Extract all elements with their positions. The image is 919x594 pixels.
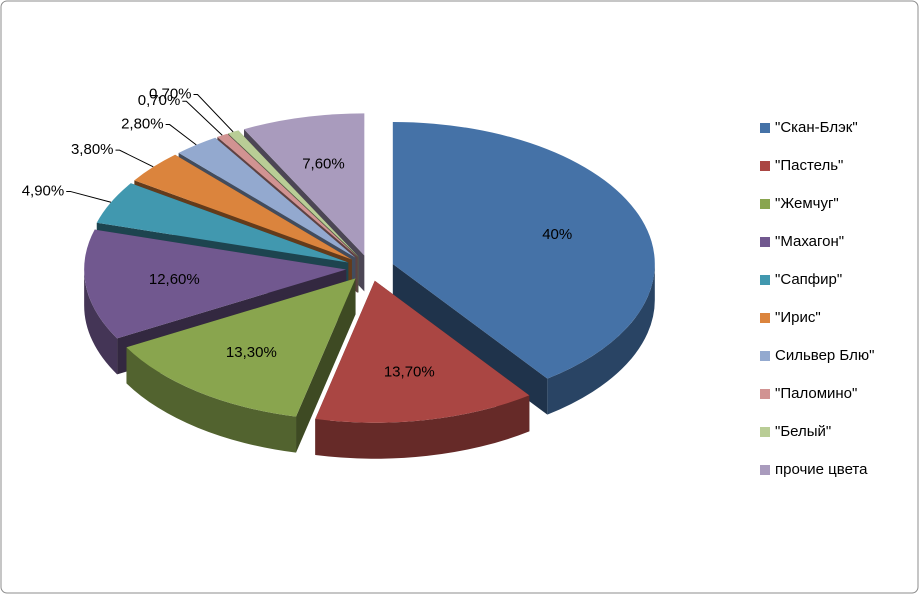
slice-top xyxy=(228,130,359,257)
leader-line xyxy=(182,100,223,136)
legend-label: прочие цвета xyxy=(775,461,868,478)
slice-top xyxy=(96,183,349,263)
data-label: 12,60% xyxy=(149,271,200,288)
slice-side xyxy=(296,278,356,453)
legend-swatch xyxy=(760,389,770,399)
legend-swatch xyxy=(760,275,770,285)
data-label: 40% xyxy=(542,226,572,243)
legend-swatch xyxy=(760,161,770,171)
legend-swatch xyxy=(760,237,770,247)
slice-side xyxy=(126,347,297,453)
leader-line xyxy=(115,149,154,168)
legend-label: "Скан-Блэк" xyxy=(775,119,858,136)
data-label: 3,80% xyxy=(71,141,114,158)
legend-label: "Паломино" xyxy=(775,385,857,402)
slice-side xyxy=(84,269,118,375)
legend-swatch xyxy=(760,199,770,209)
slice-top xyxy=(134,154,352,260)
data-label: 0,70% xyxy=(149,85,192,102)
slice-top xyxy=(315,280,530,423)
slice xyxy=(392,121,655,415)
data-label: 2,80% xyxy=(121,116,164,133)
slice-side xyxy=(392,263,548,415)
data-label: 4,90% xyxy=(22,182,65,199)
slice xyxy=(126,278,356,453)
legend-swatch xyxy=(760,123,770,133)
legend-label: "Ирис" xyxy=(775,309,821,326)
legend-label: "Жемчуг" xyxy=(775,195,839,212)
slice-top xyxy=(244,113,365,256)
data-label: 13,30% xyxy=(226,344,277,361)
slice-side xyxy=(315,395,530,459)
slice-top xyxy=(126,278,356,417)
data-label: 0,70% xyxy=(138,92,181,109)
legend-swatch xyxy=(760,465,770,475)
legend-label: "Махагон" xyxy=(775,233,844,250)
data-label: 7,60% xyxy=(302,155,345,172)
legend-label: Сильвер Блю" xyxy=(775,347,874,364)
slice-side xyxy=(547,263,655,415)
slice-top xyxy=(178,137,356,258)
slice-top xyxy=(217,133,358,257)
leader-line xyxy=(165,124,197,146)
leader-line xyxy=(66,190,112,203)
slice-top xyxy=(392,121,655,379)
leader-line xyxy=(193,93,234,133)
legend-label: "Белый" xyxy=(775,423,831,440)
slice xyxy=(315,280,530,459)
legend-label: "Пастель" xyxy=(775,157,843,174)
legend-swatch xyxy=(760,351,770,361)
legend-swatch xyxy=(760,313,770,323)
legend-swatch xyxy=(760,427,770,437)
slice-top xyxy=(84,229,347,339)
data-label: 13,70% xyxy=(384,364,435,381)
legend-label: "Сапфир" xyxy=(775,271,842,288)
